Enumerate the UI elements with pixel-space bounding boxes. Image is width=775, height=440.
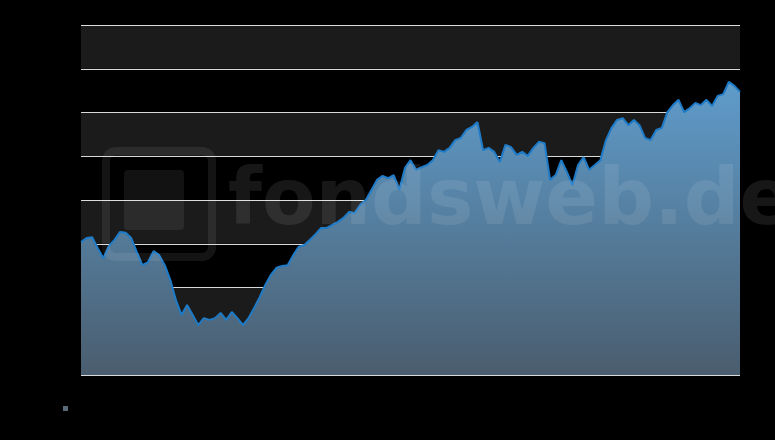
- svg-text:fondsweb.de: fondsweb.de: [228, 152, 775, 242]
